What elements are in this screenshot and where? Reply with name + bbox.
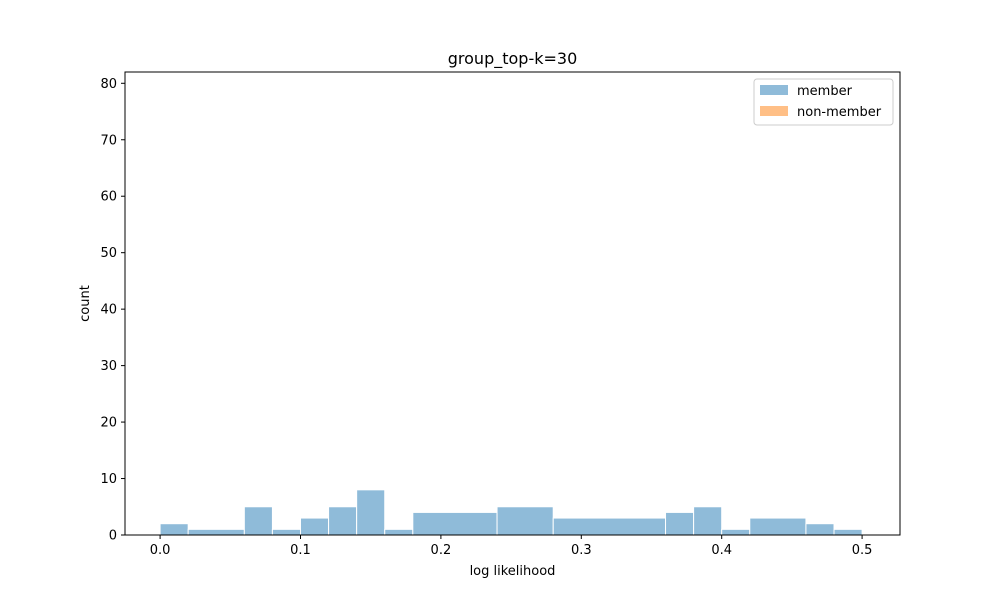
y-tick-label-1: 10 [100, 472, 117, 487]
bar-member-12 [693, 506, 723, 536]
bar-member-3 [271, 528, 301, 536]
bar-member-6 [356, 489, 386, 536]
y-tick-label-3: 30 [100, 359, 117, 374]
y-tick-label-5: 50 [100, 246, 117, 261]
bar-member-5 [328, 506, 358, 536]
x-tick-label-1: 0.1 [290, 543, 311, 558]
x-tick-label-5: 0.5 [852, 543, 873, 558]
legend-swatch-member [760, 85, 788, 95]
bar-member-8 [412, 511, 498, 536]
bar-member-0 [159, 523, 189, 536]
y-axis-label: count [78, 285, 93, 322]
bar-member-10 [552, 517, 667, 536]
x-tick-label-4: 0.4 [711, 543, 732, 558]
bar-member-13 [721, 528, 751, 536]
x-axis-label: log likelihood [470, 564, 556, 579]
y-tick-label-6: 60 [100, 190, 117, 205]
legend-frame [753, 78, 894, 126]
bar-member-11 [665, 511, 695, 536]
bar-member-9 [496, 506, 554, 536]
bar-member-15 [805, 523, 835, 536]
y-tick-label-2: 20 [100, 416, 117, 431]
bar-member-2 [243, 506, 273, 536]
legend-label-member: member [797, 84, 853, 99]
y-tick-label-0: 0 [109, 529, 117, 544]
plot-area [125, 72, 900, 535]
x-tick-label-2: 0.2 [431, 543, 452, 558]
y-tick-label-4: 40 [100, 303, 117, 318]
y-tick-label-8: 80 [100, 77, 117, 92]
bar-member-16 [833, 528, 863, 536]
legend-swatch-non-member [760, 106, 788, 116]
legend: member non-member [753, 78, 894, 126]
bars-layer [159, 489, 863, 536]
y-tick-label-7: 70 [100, 133, 117, 148]
bar-member-7 [384, 528, 414, 536]
bar-member-4 [299, 517, 330, 536]
x-tick-label-3: 0.3 [571, 543, 592, 558]
bar-member-1 [187, 528, 245, 536]
axes-frame [124, 71, 901, 536]
x-tick-label-0: 0.0 [150, 543, 171, 558]
chart-title: group_top-k=30 [448, 49, 578, 69]
axes-layer: 0.0 0.1 0.2 0.3 0.4 0.5 0 10 20 30 40 50 60 70 80 [100, 71, 901, 558]
legend-label-non-member: non-member [797, 105, 882, 120]
bar-member-14 [749, 517, 807, 536]
